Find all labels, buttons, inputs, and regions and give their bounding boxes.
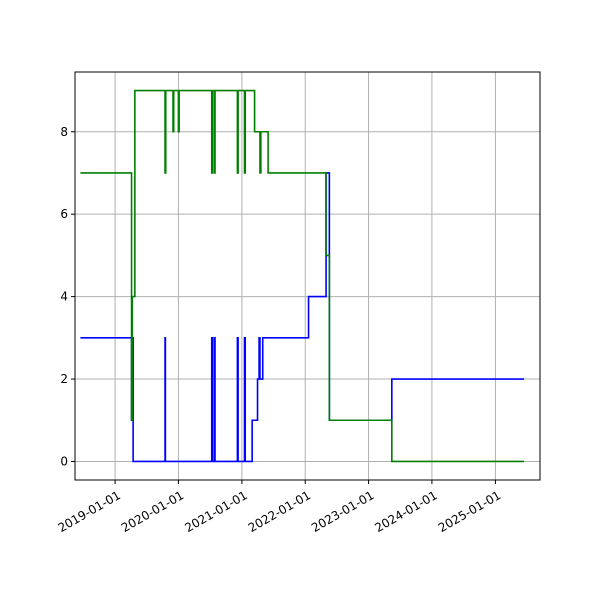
y-tick-label: 8 <box>60 125 68 139</box>
series-layer <box>80 89 525 463</box>
y-tick-label: 0 <box>60 454 68 468</box>
y-tick-label: 6 <box>60 207 68 221</box>
series-line-1 <box>80 172 525 463</box>
y-axis: 0 2 4 6 8 <box>60 125 75 468</box>
y-tick-label: 2 <box>60 372 68 386</box>
axes-frame <box>74 71 541 481</box>
y-tick-label: 4 <box>60 290 68 304</box>
plot-area <box>75 72 540 480</box>
series-line-2 <box>80 89 525 463</box>
